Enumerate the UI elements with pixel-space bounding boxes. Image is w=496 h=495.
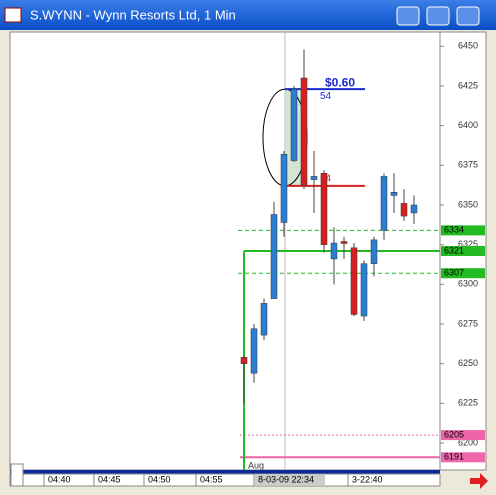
candle-body [310,176,318,180]
candle-body [410,204,418,214]
level-tag [441,452,485,463]
candle-body [270,214,278,299]
time-label: 3-22:40 [352,474,383,484]
time-cursor-box [255,475,325,485]
candle-body [380,176,388,231]
high-note: 54 [320,91,332,102]
y-tick-label: 6250 [458,358,478,368]
minimize-button[interactable] [396,6,420,26]
y-tick-label: 6300 [458,279,478,289]
level-label: 6321 [444,245,464,255]
candle-body [330,242,338,260]
candle-body [340,241,348,244]
app-icon [4,7,22,23]
time-axis [9,473,441,487]
level-tag [441,268,485,279]
y-tick-label: 6425 [458,80,478,90]
gain-label: $0.60 [325,75,355,89]
candle-body [280,153,288,223]
y-tick-label: 6400 [458,120,478,130]
window-title: S.WYNN - Wynn Resorts Ltd, 1 Min [30,7,236,22]
y-tick-label: 6275 [458,318,478,328]
level-label: 6334 [444,225,464,235]
candle-body [350,247,358,315]
level-tag [441,430,485,441]
candle-body [290,88,298,161]
level-label: 6307 [444,268,464,278]
scroll-handle[interactable] [10,463,24,487]
y-tick-label: 6450 [458,41,478,51]
close-button[interactable] [456,6,480,26]
time-label: 04:50 [148,474,171,484]
candle-body [250,328,258,374]
candle-body [370,239,378,264]
y-tick-label: 6325 [458,239,478,249]
candle-body [300,77,308,187]
maximize-button[interactable] [426,6,450,26]
y-tick-label: 6375 [458,160,478,170]
y-tick-label: 6200 [458,437,478,447]
month-label: Aug [248,460,264,470]
y-tick-label: 6350 [458,199,478,209]
candle-body [240,357,248,364]
time-label: 04:45 [98,474,121,484]
level-label: 6205 [444,429,464,439]
candle-body [400,203,408,217]
time-label: 8-03-09 22:34 [258,474,314,484]
time-label: 04:40 [48,474,71,484]
candle-body [320,172,328,245]
candle-body [260,303,268,336]
y-tick-label: 6225 [458,398,478,408]
candle-body [390,192,398,196]
level-tag [441,246,485,256]
candle-body [360,263,368,317]
level-tag [441,225,485,236]
scroll-arrow[interactable] [470,473,488,489]
level-label: 6191 [444,452,464,462]
scroll-bar[interactable] [10,470,440,474]
time-label: 04:55 [200,474,223,484]
